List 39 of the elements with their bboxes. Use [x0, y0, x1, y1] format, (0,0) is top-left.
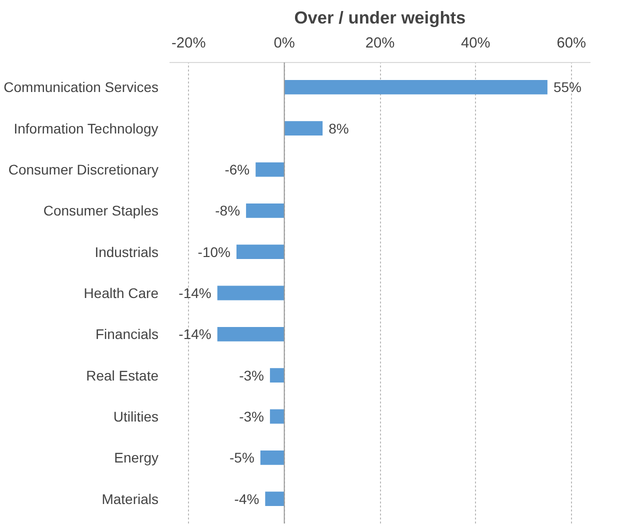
data-label: -6%	[224, 162, 250, 178]
y-tick-label: Consumer Discretionary	[8, 162, 159, 178]
bar	[265, 492, 284, 506]
x-tick-label: 20%	[365, 36, 395, 52]
bar	[260, 450, 284, 465]
data-label: 8%	[328, 120, 349, 136]
y-tick-label: Utilities	[113, 408, 159, 424]
bar	[284, 121, 323, 136]
y-tick-label: Financials	[95, 326, 159, 342]
bar	[284, 80, 548, 94]
data-label: -4%	[234, 490, 260, 507]
x-tick-label: -20%	[172, 36, 206, 52]
y-tick-label: Information Technology	[14, 120, 158, 136]
data-label: -10%	[198, 244, 230, 260]
y-tick-label: Real Estate	[86, 367, 159, 384]
bar	[270, 409, 284, 424]
y-tick-label: Materials	[102, 490, 159, 507]
data-label: -14%	[178, 285, 212, 301]
bar	[246, 203, 284, 218]
y-tick-label: Health Care	[84, 285, 159, 301]
bar	[236, 244, 284, 260]
bar	[217, 286, 284, 300]
data-label: -5%	[230, 450, 254, 466]
bar	[256, 162, 284, 177]
bar	[217, 326, 284, 342]
y-tick-label: Communication Services	[4, 79, 159, 96]
data-label: -3%	[239, 408, 264, 424]
y-tick-label: Energy	[114, 450, 158, 466]
x-tick-label: 60%	[556, 36, 586, 52]
bar	[270, 368, 284, 383]
data-label: 55%	[553, 79, 582, 96]
data-label: -8%	[215, 202, 240, 219]
data-label: -14%	[178, 326, 212, 342]
chart-title: Over / under weights	[294, 8, 466, 28]
y-tick-label: Industrials	[94, 244, 159, 260]
x-tick-label: 40%	[461, 36, 490, 52]
x-tick-label: 0%	[274, 36, 295, 52]
y-tick-label: Consumer Staples	[43, 202, 159, 219]
data-label: -3%	[239, 367, 264, 384]
